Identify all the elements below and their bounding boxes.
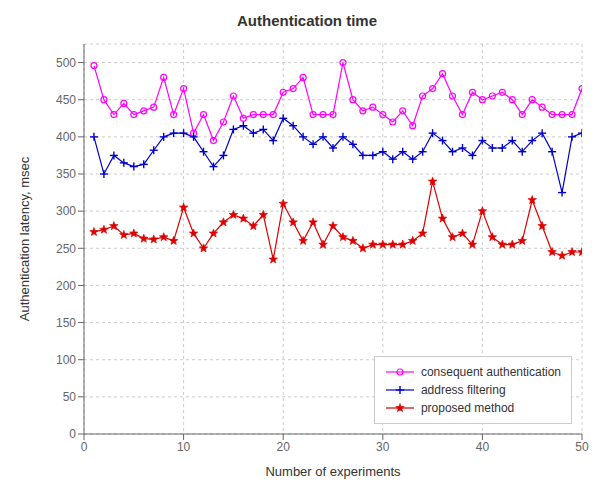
svg-text:0: 0 [81,440,88,454]
svg-text:Authentication latency, msec: Authentication latency, msec [17,156,32,321]
svg-text:10: 10 [177,440,191,454]
svg-text:300: 300 [56,204,76,218]
svg-text:250: 250 [56,242,76,256]
html-text:consequent authentication: consequent authentication [420,365,561,379]
html-text:address filtering: address filtering [420,383,506,397]
svg-text:450: 450 [56,93,76,107]
svg-text:150: 150 [56,316,76,330]
svg-text:40: 40 [476,440,490,454]
svg-text:500: 500 [56,56,76,70]
svg-text:200: 200 [56,279,76,293]
svg-text:50: 50 [575,440,589,454]
svg-text:Number of experiments: Number of experiments [265,464,401,479]
svg-text:100: 100 [56,353,76,367]
svg-text:50: 50 [63,390,77,404]
svg-text:400: 400 [56,130,76,144]
svg-text:20: 20 [277,440,291,454]
html-text:Authentication time: Authentication time [237,12,377,29]
html-text:proposed method: proposed method [420,401,515,415]
svg-text:350: 350 [56,167,76,181]
svg-text:30: 30 [376,440,390,454]
svg-text:0: 0 [69,427,76,441]
